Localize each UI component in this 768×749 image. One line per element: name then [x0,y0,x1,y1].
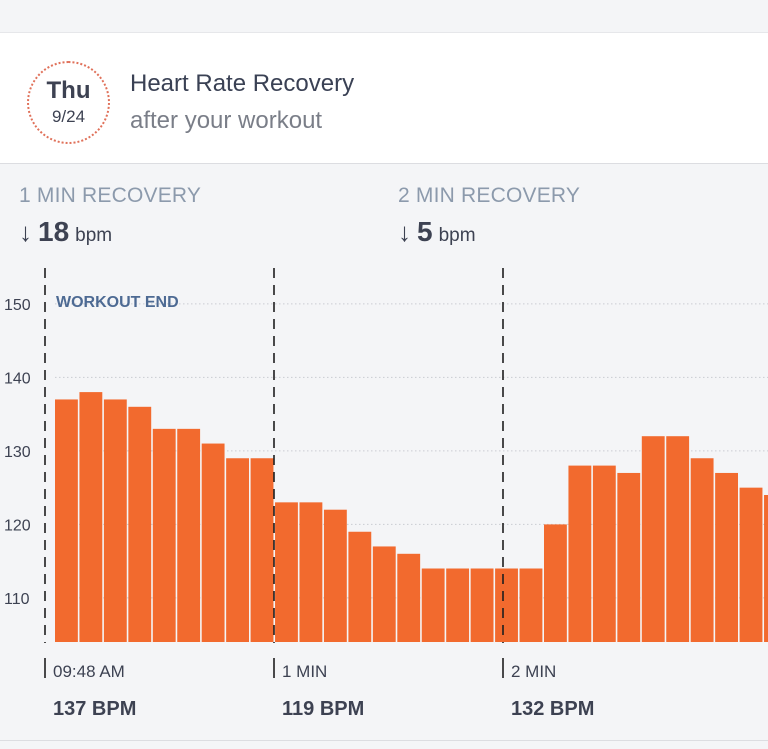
bar [299,502,323,642]
marker-bpm-label: 119 BPM [282,698,364,720]
bar [103,399,127,642]
marker-time-label: 2 MIN [511,662,556,681]
metric-value: 5 [417,216,433,247]
workout-end-annotation: WORKOUT END [56,294,179,311]
metric-label: 1 MIN RECOVERY [19,184,202,207]
arrow-down-icon: ↓ [398,217,411,247]
metric-unit: bpm [75,225,113,246]
metric-label: 2 MIN RECOVERY [398,184,581,207]
bar [568,465,592,642]
y-tick-label: 150 [4,297,31,314]
metric-value: 18 [38,216,70,247]
bar [470,568,494,642]
top-strip [0,0,768,33]
bar [617,472,641,642]
marker-bpm-label: 137 BPM [53,698,136,720]
bar [201,443,225,642]
divider [0,740,768,741]
y-tick-label: 140 [4,370,31,387]
marker-time-label: 09:48 AM [53,662,125,681]
date-badge: Thu 9/24 [27,61,110,144]
bar [275,502,298,642]
bar [177,428,201,642]
bar [323,509,347,642]
y-tick-label: 110 [4,591,30,608]
bar [495,568,518,642]
page-title: Heart Rate Recovery [130,70,355,97]
bar [592,465,616,642]
date-day: Thu [46,76,91,104]
marker-bpm-label: 132 BPM [511,698,594,720]
y-tick-label: 120 [4,517,31,534]
bar [666,436,690,642]
bar [348,531,372,642]
page-subtitle: after your workout [130,107,323,134]
bar [690,458,714,642]
workout-header: Thu 9/24 Heart Rate Recovery after your … [0,33,768,164]
bar [764,495,768,642]
bar [421,568,445,642]
bar [641,436,665,642]
bar [544,524,567,642]
bar [152,428,176,642]
marker-time-label: 1 MIN [282,662,327,681]
heart-rate-chart: 150 140 130 120 110 09:48 AM 137 BPM 1 MIN 119 B… [4,268,768,720]
bar [55,399,78,642]
bar [715,472,738,642]
bar [79,392,103,642]
arrow-down-icon: ↓ [19,217,32,247]
bar [128,406,152,642]
two-min-recovery-metric: 2 MIN RECOVERY ↓ 5 bpm [398,184,580,248]
one-min-recovery-metric: 1 MIN RECOVERY ↓ 18 bpm [19,184,201,248]
bar [739,487,763,642]
bar [397,553,421,642]
metric-unit: bpm [438,225,476,246]
bar [519,568,543,642]
y-tick-label: 130 [4,444,31,461]
bar [446,568,470,642]
bar [372,546,396,642]
date-num: 9/24 [51,106,86,126]
bar [226,458,249,642]
bar [250,458,274,642]
